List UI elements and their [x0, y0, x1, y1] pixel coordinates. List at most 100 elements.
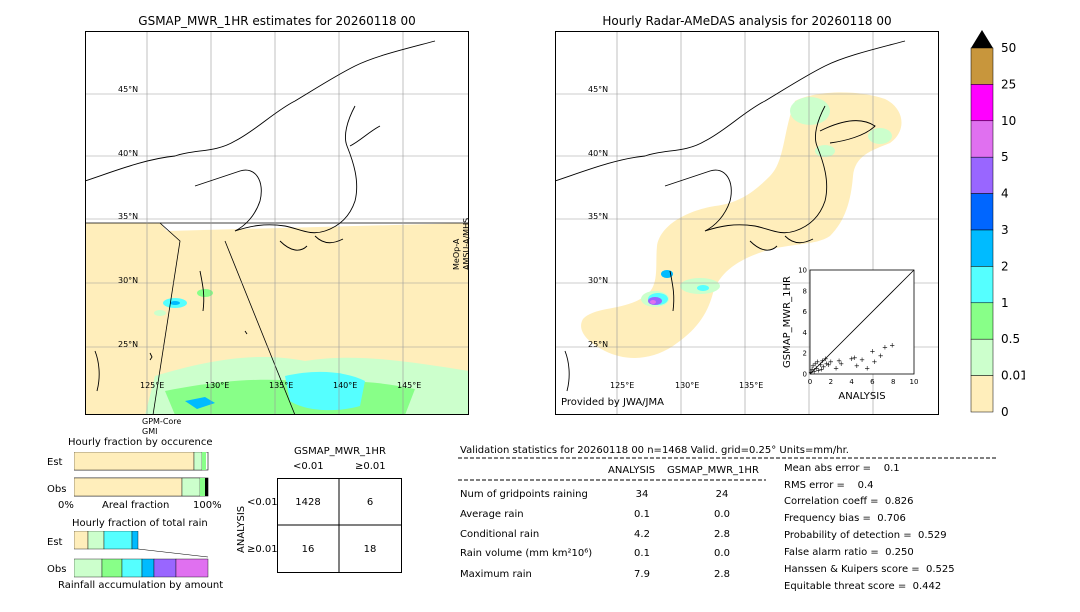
scatter-point: +	[838, 360, 844, 368]
right-lat-35: 35°N	[588, 212, 609, 221]
score-corr: Correlation coeff = 0.826	[784, 496, 914, 507]
scatter-point: +	[817, 361, 823, 369]
val-col-analysis: ANALYSIS	[608, 465, 656, 476]
scatter-point: +	[809, 365, 815, 373]
val-row-label: Num of gridpoints raining	[460, 489, 588, 500]
val-row-a: 0.1	[634, 509, 650, 520]
colorbar-block	[970, 47, 994, 85]
right-lon-130: 130°E	[675, 381, 700, 390]
left-lon-140: 140°E	[333, 381, 358, 390]
fraction-total-title: Hourly fraction of total rain	[72, 518, 208, 529]
val-row-label: Rain volume (mm km²10⁶)	[460, 548, 593, 559]
scatter-point: +	[820, 357, 826, 365]
scatter-point: +	[826, 361, 832, 369]
scatter-point: +	[889, 341, 895, 349]
left-lat-25: 25°N	[118, 340, 139, 349]
scatter-x-tick: 4	[849, 378, 854, 386]
colorbar-block	[970, 156, 994, 194]
scatter-point: +	[864, 364, 870, 372]
left-lon-125: 125°E	[140, 381, 165, 390]
total-bars	[74, 531, 209, 578]
scatter-point: +	[833, 364, 839, 372]
left-lon-135: 135°E	[269, 381, 294, 390]
colorbar-block	[970, 193, 994, 231]
val-row-a: 4.2	[634, 529, 650, 540]
right-lat-25: 25°N	[588, 340, 609, 349]
colorbar-block	[970, 84, 994, 122]
occ-axis-label: Areal fraction	[102, 500, 170, 511]
occ-axis-100: 100%	[193, 500, 222, 511]
score-rms: RMS error = 0.4	[784, 480, 874, 491]
scatter-point: +	[808, 368, 814, 376]
occ-axis-0: 0%	[58, 500, 74, 511]
validation-divider-top	[458, 457, 996, 459]
colorbar-label: 50	[1001, 41, 1016, 55]
scatter-x-tick: 10	[910, 378, 919, 386]
score-pod: Probability of detection = 0.529	[784, 530, 947, 541]
val-row-label: Maximum rain	[460, 569, 532, 580]
scatter-point: +	[836, 357, 842, 365]
validation-header: Validation statistics for 20260118 00 n=…	[460, 445, 849, 456]
colorbar-block	[970, 120, 994, 158]
tot-row-est: Est	[47, 537, 63, 548]
scatter-x-tick: 8	[891, 378, 895, 386]
val-row-a: 0.1	[634, 548, 650, 559]
scatter-point: +	[859, 356, 865, 364]
scatter-point: +	[828, 358, 834, 366]
scatter-point: +	[815, 366, 821, 374]
val-row-a: 34	[635, 489, 649, 500]
tot-row-obs: Obs	[47, 564, 67, 575]
scatter-point: +	[869, 348, 875, 356]
scatter-point: +	[813, 364, 819, 372]
right-lon-135: 135°E	[739, 381, 764, 390]
occ-row-obs: Obs	[47, 484, 67, 495]
scatter-point: +	[821, 363, 827, 371]
scatter-x-tick: 2	[829, 378, 833, 386]
score-mae: Mean abs error = 0.1	[784, 463, 900, 474]
validation-divider-mid	[458, 479, 766, 481]
scatter-point: +	[810, 362, 816, 370]
contingency-row-ge: ≥0.01	[247, 544, 278, 555]
left-lat-40: 40°N	[118, 149, 139, 158]
right-lat-40: 40°N	[588, 149, 609, 158]
contingency-col-lt: <0.01	[293, 461, 324, 472]
contingency-row-label: ANALYSIS	[236, 505, 247, 553]
left-lat-35: 35°N	[118, 212, 139, 221]
colorbar-arrow	[971, 30, 993, 48]
contingency-title: GSMAP_MWR_1HR	[294, 446, 386, 457]
scatter-ylabel: GSMAP_MWR_1HR	[782, 276, 793, 368]
colorbar-label: 3	[1001, 223, 1009, 237]
scatter-y-tick: 6	[803, 308, 808, 316]
scatter-point: +	[812, 360, 818, 368]
val-row-label: Average rain	[460, 509, 524, 520]
score-ets: Equitable threat score = 0.442	[784, 581, 942, 592]
swath-label-bottom: GPM-Core GMI	[142, 417, 182, 436]
swath-label-right: MeOp-A AMSU-A/MHS	[452, 217, 471, 270]
right-map-title: Hourly Radar-AMeDAS analysis for 2026011…	[602, 14, 892, 28]
score-far: False alarm ratio = 0.250	[784, 547, 914, 558]
val-row-label: Conditional rain	[460, 529, 540, 540]
right-lat-30: 30°N	[588, 276, 609, 285]
scatter-y-tick: 0	[803, 371, 807, 379]
val-row-b: 2.8	[714, 569, 730, 580]
score-hk: Hanssen & Kuipers score = 0.525	[784, 564, 955, 575]
scatter-y-tick: 10	[798, 267, 807, 275]
colorbar-label: 5	[1001, 150, 1009, 164]
scatter-y-tick: 2	[803, 350, 807, 358]
colorbar-block	[970, 229, 994, 267]
colorbar-label: 0.01	[1001, 369, 1025, 383]
scatter-point: +	[882, 343, 888, 351]
total-footer: Rainfall accumulation by amount	[58, 580, 224, 591]
left-lon-130: 130°E	[205, 381, 230, 390]
scatter-y-ticks: 0 2 4 6 8 10	[798, 267, 807, 379]
colorbar-label: 2	[1001, 259, 1009, 273]
colorbar-block	[970, 302, 994, 340]
scatter-y-tick: 4	[803, 329, 808, 337]
colorbar-block	[970, 338, 994, 376]
fraction-occurrence-title: Hourly fraction by occurence	[68, 437, 213, 448]
inset-scatter: ++++++++++++++++++++++++++++ + 0 2 4 6 8 10 0 2…	[782, 267, 919, 403]
colorbar-label: 0.5	[1001, 332, 1020, 346]
colorbar-label: 4	[1001, 187, 1009, 201]
scatter-xlabel: ANALYSIS	[838, 391, 885, 402]
scatter-y-tick: 8	[803, 287, 807, 295]
